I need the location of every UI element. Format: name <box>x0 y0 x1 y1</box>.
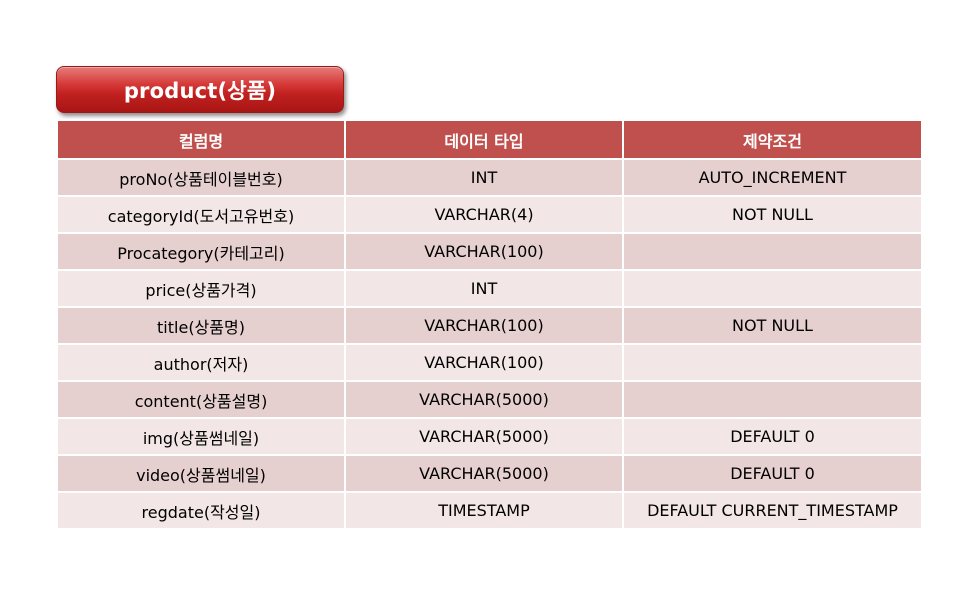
cell-data-type: INT <box>344 158 624 197</box>
cell-constraint <box>622 269 923 308</box>
cell-column-name: categoryId(도서고유번호) <box>56 195 346 234</box>
cell-data-type: VARCHAR(100) <box>344 343 624 382</box>
table-row: img(상품썸네일) VARCHAR(5000) DEFAULT 0 <box>56 417 923 456</box>
cell-column-name: img(상품썸네일) <box>56 417 346 456</box>
cell-data-type: INT <box>344 269 624 308</box>
cell-constraint <box>622 343 923 382</box>
cell-data-type: VARCHAR(5000) <box>344 380 624 419</box>
table-row: video(상품썸네일) VARCHAR(5000) DEFAULT 0 <box>56 454 923 493</box>
table-row: price(상품가격) INT <box>56 269 923 308</box>
cell-column-name: Procategory(카테고리) <box>56 232 346 271</box>
cell-data-type: TIMESTAMP <box>344 491 624 530</box>
cell-column-name: author(저자) <box>56 343 346 382</box>
cell-column-name: video(상품썸네일) <box>56 454 346 493</box>
table-row: Procategory(카테고리) VARCHAR(100) <box>56 232 923 271</box>
cell-data-type: VARCHAR(4) <box>344 195 624 234</box>
cell-constraint: NOT NULL <box>622 195 923 234</box>
cell-data-type: VARCHAR(100) <box>344 232 624 271</box>
cell-column-name: price(상품가격) <box>56 269 346 308</box>
cell-data-type: VARCHAR(5000) <box>344 454 624 493</box>
table-row: proNo(상품테이블번호) INT AUTO_INCREMENT <box>56 158 923 197</box>
table-row: author(저자) VARCHAR(100) <box>56 343 923 382</box>
cell-data-type: VARCHAR(5000) <box>344 417 624 456</box>
table-title: product(상품) <box>123 78 277 103</box>
header-column-name: 컬럼명 <box>56 119 346 160</box>
cell-column-name: regdate(작성일) <box>56 491 346 530</box>
cell-constraint: DEFAULT 0 <box>622 417 923 456</box>
cell-column-name: proNo(상품테이블번호) <box>56 158 346 197</box>
table-title-banner: product(상품) <box>56 66 344 113</box>
cell-constraint: DEFAULT 0 <box>622 454 923 493</box>
header-constraint: 제약조건 <box>622 119 923 160</box>
cell-constraint: NOT NULL <box>622 306 923 345</box>
cell-constraint <box>622 232 923 271</box>
table-row: title(상품명) VARCHAR(100) NOT NULL <box>56 306 923 345</box>
product-schema-table: 컬럼명 데이터 타입 제약조건 proNo(상품테이블번호) INT AUTO_… <box>56 119 923 530</box>
table-header-row: 컬럼명 데이터 타입 제약조건 <box>56 119 923 160</box>
header-data-type: 데이터 타입 <box>344 119 624 160</box>
table-row: regdate(작성일) TIMESTAMP DEFAULT CURRENT_T… <box>56 491 923 530</box>
table-row: categoryId(도서고유번호) VARCHAR(4) NOT NULL <box>56 195 923 234</box>
table-row: content(상품설명) VARCHAR(5000) <box>56 380 923 419</box>
cell-data-type: VARCHAR(100) <box>344 306 624 345</box>
cell-constraint <box>622 380 923 419</box>
cell-constraint: AUTO_INCREMENT <box>622 158 923 197</box>
cell-column-name: content(상품설명) <box>56 380 346 419</box>
cell-column-name: title(상품명) <box>56 306 346 345</box>
cell-constraint: DEFAULT CURRENT_TIMESTAMP <box>622 491 923 530</box>
